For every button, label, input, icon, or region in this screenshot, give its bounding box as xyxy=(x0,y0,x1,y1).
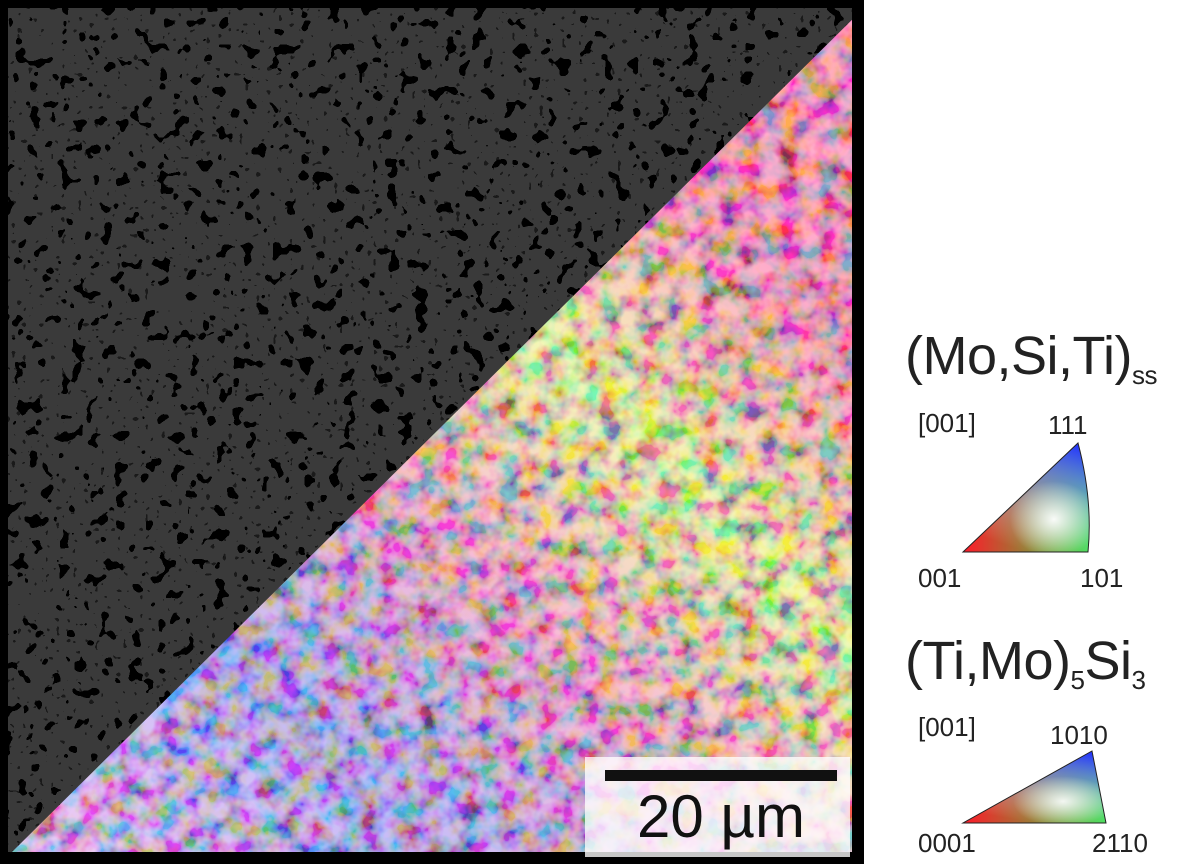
ipf-corner-top-2: 1010 xyxy=(1050,720,1108,750)
phase-title-timo5si3: (Ti,Mo)5Si3 xyxy=(905,631,1146,695)
ipf-direction-label-2: [001] xyxy=(918,712,976,742)
ipf-corner-left-2: 0001 xyxy=(918,828,976,858)
ipf-corner-right-2: 2110 xyxy=(1092,828,1148,858)
ipf-triangle-cubic xyxy=(961,442,1090,553)
scale-bar xyxy=(605,770,837,781)
phase-title-mosi-ti: (Mo,Si,Ti)ss xyxy=(905,326,1157,390)
ipf-triangle-hexagonal xyxy=(961,750,1107,824)
ipf-corner-right-1: 101 xyxy=(1080,563,1124,593)
ipf-direction-label-1: [001] xyxy=(918,408,976,438)
ipf-corner-left-1: 001 xyxy=(918,563,962,593)
micrograph-panel xyxy=(0,0,864,864)
micrograph-image xyxy=(8,8,856,856)
ipf-corner-top-1: 111 xyxy=(1048,410,1088,440)
scale-bar-label: 20 µm xyxy=(637,783,805,850)
